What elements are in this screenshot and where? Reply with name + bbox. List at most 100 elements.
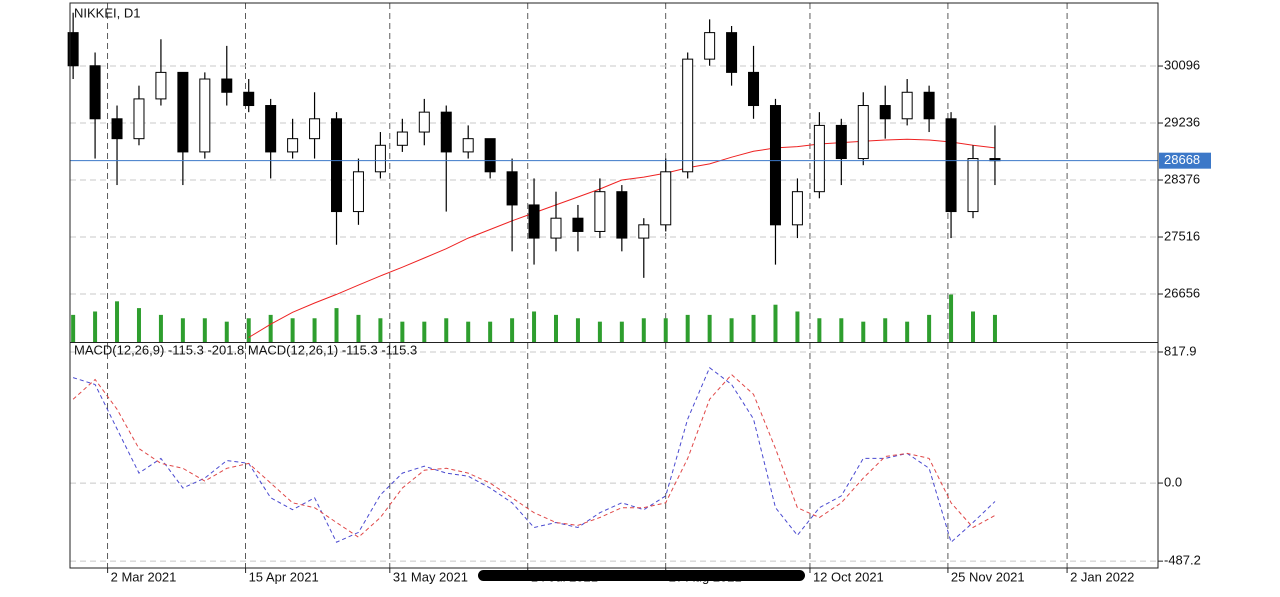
volume-bar [663, 318, 668, 342]
candle-body [528, 204, 540, 239]
volume-bar [488, 321, 493, 342]
volume-bar [158, 314, 163, 342]
y-tick-label: 26656 [1164, 285, 1200, 300]
candle-body [199, 78, 211, 153]
y-tick-label: 28376 [1164, 171, 1200, 186]
candle-body [704, 32, 716, 60]
volume-bar [356, 314, 361, 342]
macd-line [72, 366, 996, 544]
candle-body [901, 91, 913, 120]
candle-body [835, 124, 847, 160]
indicator-legend: MACD(12,26,9) -115.3 -201.8 MACD(12,26,1… [74, 342, 417, 357]
y-tick-label: 27516 [1164, 228, 1200, 243]
candle-body [265, 105, 277, 153]
volume-bar [619, 321, 624, 342]
volume-bar [641, 318, 646, 342]
x-tick-label: 31 May 2021 [393, 569, 468, 584]
volume-bar [136, 308, 141, 342]
volume-bar [180, 318, 185, 342]
candle-body [111, 118, 123, 140]
candle-body [967, 158, 979, 213]
volume-bar [444, 318, 449, 342]
volume-bar [971, 311, 976, 342]
candle-body [726, 32, 738, 73]
volume-bar [817, 318, 822, 342]
candle-body [155, 71, 167, 100]
candle-body [550, 217, 562, 239]
candle-body [879, 105, 891, 120]
volume-bar [707, 314, 712, 342]
candle-body [440, 111, 452, 153]
volume-bar [795, 311, 800, 342]
volume-bar [202, 318, 207, 342]
candle-body [462, 138, 474, 153]
candle-body [396, 131, 408, 146]
moving-average-line [248, 138, 996, 338]
candle-body [221, 78, 233, 93]
candle-body [813, 124, 825, 193]
volume-bar [553, 314, 558, 342]
x-tick-label: 2 Mar 2021 [111, 569, 177, 584]
candle-body [243, 91, 255, 107]
volume-bar [422, 321, 427, 342]
candle-body [945, 118, 957, 213]
macd-line [72, 373, 996, 538]
volume-bar [246, 318, 251, 342]
volume-bar [905, 321, 910, 342]
candle-body [309, 118, 321, 140]
last-price-box [1159, 152, 1211, 169]
plot-area [67, 3, 1158, 568]
volume-bar [949, 294, 954, 342]
x-tick-label: 15 Apr 2021 [249, 569, 319, 584]
y-tick-label: -487.2 [1164, 553, 1201, 568]
volume-bar [378, 318, 383, 342]
x-tick-label: 25 Nov 2021 [951, 569, 1025, 584]
y-tick-label: 30096 [1164, 57, 1200, 72]
chart-title: NIKKEI, D1 [74, 5, 140, 20]
candle-body [769, 105, 781, 226]
volume-bar [312, 318, 317, 342]
volume-bar [224, 321, 229, 342]
candle-body [857, 105, 869, 160]
volume-bar [773, 304, 778, 342]
volume-bar [992, 314, 997, 342]
volume-bar [115, 301, 120, 342]
x-tick-label: 12 Oct 2021 [813, 569, 884, 584]
volume-bar [861, 321, 866, 342]
volume-bar [839, 318, 844, 342]
candle-body [133, 98, 145, 140]
redaction-bar [478, 570, 805, 581]
volume-bar [575, 318, 580, 342]
candle-body [748, 71, 760, 107]
volume-bar [597, 321, 602, 342]
candle-body [484, 138, 496, 173]
volume-bar [685, 314, 690, 342]
volume-bar [729, 318, 734, 342]
frame [69, 2, 1159, 569]
volume-bar [268, 314, 273, 342]
candle-body [616, 191, 628, 239]
volume-bar [883, 318, 888, 342]
candle-body [67, 32, 79, 67]
volume-bar [334, 308, 339, 342]
volume-bar [466, 321, 471, 342]
y-tick-label: 29236 [1164, 114, 1200, 129]
x-tick-label: 2 Jan 2022 [1070, 569, 1134, 584]
volume-bar [71, 314, 76, 342]
candle-body [594, 191, 606, 232]
candle-body [89, 65, 101, 120]
volume-bar [510, 318, 515, 342]
candle-body [352, 171, 364, 213]
candle-body [506, 171, 518, 206]
candle-body [331, 118, 343, 213]
candle-body [418, 111, 430, 133]
last-price-label: 28668 [1164, 152, 1200, 167]
candle-body [682, 58, 694, 173]
candle-body [660, 171, 672, 226]
candle-body [923, 91, 935, 120]
volume-bar [532, 311, 537, 342]
candle-body [791, 191, 803, 226]
candle-body [177, 71, 189, 153]
